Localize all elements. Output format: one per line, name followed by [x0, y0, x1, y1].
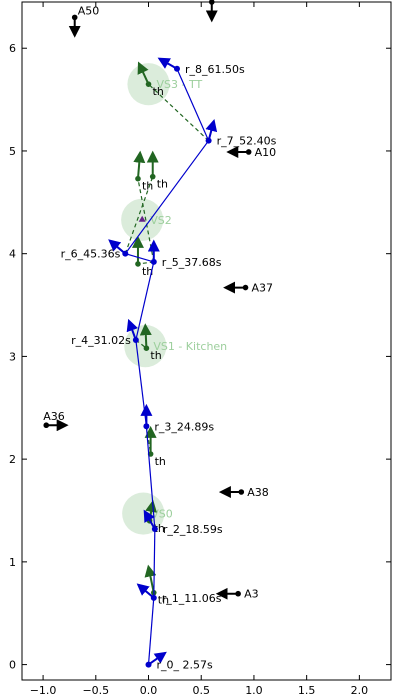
hypothesis-label: th	[154, 522, 165, 535]
robot-heading-arrow	[108, 239, 126, 255]
agent-point	[71, 14, 78, 21]
y-tick-label: 1	[9, 556, 16, 569]
agent-point	[238, 489, 245, 495]
robot-pose-label: r_0_ 2.57s	[157, 659, 214, 672]
x-axis: −1.0 −0.5 0.0 0.5 1.0 1.5 2.0	[30, 2, 368, 697]
virtual-sensor-center-marker	[138, 215, 146, 222]
x-tick-label: −0.5	[82, 684, 109, 697]
hypothesis-point	[145, 81, 152, 87]
agent-point	[43, 422, 50, 429]
robot-path-layer: r_0_ 2.57s r_1_11.06s r_2_18.59s r_3_24.89s…	[61, 57, 277, 672]
agent-label: A37	[252, 282, 274, 295]
robot-pose-label: r_6_45.36s	[61, 248, 121, 261]
robot-heading-arrow	[147, 651, 167, 666]
y-tick-label: 4	[9, 248, 16, 261]
agent-point	[245, 149, 252, 155]
x-tick-label: 2.0	[351, 684, 369, 697]
x-tick-label: 1.5	[298, 684, 316, 697]
agent-label: A11	[215, 0, 237, 2]
hypothesis-label: th	[142, 180, 153, 193]
hypothesis-arrow	[133, 150, 146, 179]
robot-pose-label: r_8_61.50s	[185, 63, 245, 76]
robot-heading-arrow	[126, 318, 138, 341]
robot-path-segment	[153, 528, 156, 598]
y-tick-label: 6	[9, 42, 16, 55]
y-axis: 0 1 2 3 4 5 6	[9, 42, 391, 672]
plot-area-frame	[21, 1, 392, 681]
x-tick-label: 0.0	[140, 684, 158, 697]
y-tick-label: 2	[9, 453, 16, 466]
agent-layer: A50 A11 A10 A37 A36 A38 A3	[43, 0, 276, 601]
hypothesis-arrow	[137, 61, 150, 85]
robot-path-segment	[125, 253, 154, 263]
robot-pose-point	[205, 137, 212, 144]
agent-label: A36	[43, 410, 65, 423]
hypothesis-arrow	[139, 323, 152, 349]
y-tick-label: 3	[9, 350, 16, 363]
hypothesis-label: th	[150, 349, 161, 362]
robot-pose-label: r_4_31.02s	[71, 334, 131, 347]
robot-pose-label: r_3_24.89s	[154, 420, 214, 433]
hypothesis-arrow	[144, 564, 157, 593]
x-tick-label: 0.5	[192, 684, 210, 697]
robot-path-segment	[147, 597, 155, 665]
agent-label: A3	[244, 588, 259, 601]
robot-pose-point	[150, 594, 157, 601]
agent-point	[242, 284, 249, 291]
robot-pose-point	[173, 65, 180, 72]
hypothesis-label: th	[155, 455, 166, 468]
robot-pose-point	[122, 250, 129, 257]
virtual-sensor-label: VS1 - Kitchen	[153, 340, 227, 353]
robot-pose-point	[151, 525, 158, 532]
agent-point	[235, 590, 241, 597]
hypothesis-label: th	[157, 178, 168, 191]
x-tick-label: 1.0	[245, 684, 263, 697]
y-tick-label: 0	[9, 659, 16, 672]
robot-pose-label: r_7_52.40s	[217, 135, 277, 148]
hypothesis-label: th	[142, 265, 153, 278]
robot-pose-point	[143, 423, 150, 430]
robot-heading-arrow	[205, 119, 218, 141]
hypothesis-label: th	[153, 85, 164, 98]
robot-path-segment	[135, 261, 155, 341]
robot-pose-point	[150, 258, 157, 265]
robot-pose-label: r_2_18.59s	[163, 523, 223, 536]
robot-pose-label: r_5_37.68s	[162, 256, 222, 269]
robot-path-segment	[176, 68, 210, 141]
hypothesis-point	[149, 173, 156, 180]
x-tick-label: −1.0	[30, 684, 57, 697]
hypothesis-label: th	[158, 594, 169, 607]
robot-pose-label: r_1_11.06s	[162, 592, 222, 605]
hypothesis-point	[135, 175, 141, 182]
hypothesis-point	[143, 345, 150, 351]
agent-label: A50	[78, 4, 100, 17]
agent-label: A38	[247, 486, 269, 499]
robot-heading-arrow	[157, 57, 178, 70]
robot-pose-point	[145, 661, 152, 668]
hypothesis-point	[135, 261, 141, 267]
robot-pose-point	[132, 336, 139, 343]
y-tick-label: 5	[9, 145, 16, 158]
agent-label: A10	[255, 146, 277, 159]
robot-heading-arrow	[136, 583, 155, 599]
robot-heading-arrow	[143, 509, 156, 530]
robot-path-segment	[124, 140, 210, 255]
virtual-sensor-label: VS3 - TT	[157, 78, 203, 91]
virtual-sensor-label: VS2	[150, 214, 172, 227]
